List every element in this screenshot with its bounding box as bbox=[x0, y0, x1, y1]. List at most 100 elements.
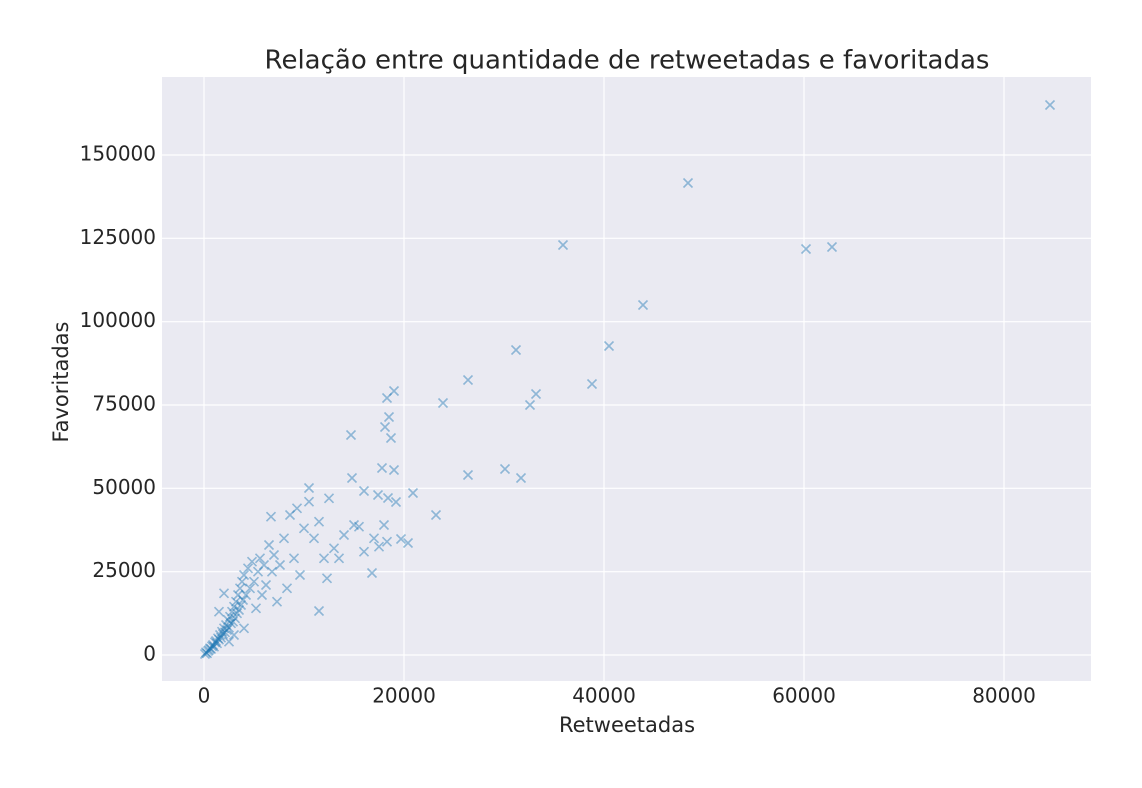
point bbox=[230, 596, 242, 607]
point bbox=[281, 583, 293, 594]
point bbox=[234, 583, 246, 594]
point bbox=[557, 239, 569, 251]
point bbox=[217, 628, 229, 640]
point bbox=[223, 636, 235, 647]
point bbox=[219, 627, 231, 638]
point bbox=[226, 606, 238, 617]
point bbox=[214, 629, 226, 641]
point bbox=[274, 559, 286, 571]
point bbox=[328, 543, 340, 554]
point bbox=[260, 579, 272, 591]
point bbox=[223, 622, 235, 633]
point bbox=[271, 596, 283, 607]
point bbox=[381, 392, 393, 404]
point bbox=[407, 487, 419, 499]
point bbox=[338, 529, 350, 541]
point bbox=[265, 511, 277, 522]
point bbox=[215, 632, 227, 643]
point bbox=[224, 611, 236, 622]
point bbox=[382, 492, 394, 504]
point bbox=[248, 576, 260, 587]
point bbox=[228, 601, 240, 612]
y-tick-label: 0 bbox=[143, 642, 156, 666]
point bbox=[209, 637, 221, 648]
point bbox=[682, 177, 694, 189]
point bbox=[211, 638, 223, 649]
plot-area bbox=[162, 77, 1091, 681]
y-tick-label: 50000 bbox=[92, 475, 156, 499]
point bbox=[235, 599, 247, 611]
point bbox=[303, 482, 315, 494]
point bbox=[231, 608, 243, 619]
point bbox=[200, 647, 212, 658]
point bbox=[288, 553, 300, 564]
point bbox=[291, 503, 303, 514]
point bbox=[637, 299, 649, 311]
point bbox=[203, 644, 215, 656]
point bbox=[213, 606, 225, 617]
point bbox=[303, 496, 315, 507]
point bbox=[373, 541, 385, 552]
point bbox=[266, 566, 278, 577]
y-tick-label: 100000 bbox=[80, 308, 156, 332]
point bbox=[204, 643, 216, 654]
x-tick-label: 40000 bbox=[572, 684, 636, 708]
point bbox=[510, 344, 522, 356]
y-axis-label: Favoritadas bbox=[49, 321, 73, 442]
point bbox=[252, 566, 264, 577]
point bbox=[237, 594, 249, 606]
point bbox=[437, 397, 449, 409]
point bbox=[210, 635, 222, 647]
point bbox=[372, 489, 384, 501]
point bbox=[201, 648, 213, 659]
point bbox=[366, 567, 378, 579]
point bbox=[603, 340, 615, 352]
point bbox=[206, 641, 218, 652]
x-tick-label: 80000 bbox=[972, 684, 1036, 708]
point bbox=[368, 533, 380, 544]
point bbox=[388, 464, 400, 476]
point bbox=[321, 573, 333, 584]
point bbox=[232, 589, 244, 601]
point bbox=[263, 539, 275, 551]
point bbox=[228, 629, 240, 641]
point bbox=[220, 619, 232, 631]
point bbox=[278, 533, 290, 544]
point bbox=[205, 643, 217, 655]
point bbox=[346, 472, 358, 484]
point bbox=[323, 493, 335, 504]
point bbox=[388, 385, 400, 397]
point bbox=[256, 589, 268, 601]
y-tick-label: 150000 bbox=[80, 142, 156, 166]
x-axis-label: Retweetadas bbox=[559, 713, 695, 737]
point bbox=[395, 533, 407, 545]
point bbox=[586, 378, 598, 390]
point bbox=[402, 537, 414, 549]
point bbox=[218, 623, 230, 634]
y-tick-label: 75000 bbox=[92, 392, 156, 416]
point bbox=[348, 519, 360, 531]
point bbox=[238, 569, 250, 581]
point bbox=[318, 553, 330, 564]
point bbox=[298, 523, 310, 534]
point bbox=[313, 516, 325, 527]
point bbox=[218, 588, 230, 599]
point bbox=[240, 589, 252, 601]
point bbox=[242, 563, 254, 574]
point bbox=[430, 509, 442, 521]
point bbox=[244, 583, 256, 594]
point bbox=[385, 432, 397, 444]
point bbox=[199, 648, 211, 660]
point bbox=[515, 472, 527, 484]
x-tick-label: 0 bbox=[198, 684, 211, 708]
point bbox=[308, 533, 320, 544]
point bbox=[213, 634, 225, 645]
point bbox=[236, 576, 248, 587]
point bbox=[381, 536, 393, 547]
point bbox=[208, 641, 220, 652]
point bbox=[225, 618, 237, 629]
point bbox=[221, 624, 233, 636]
point bbox=[345, 429, 357, 441]
point bbox=[378, 519, 390, 531]
